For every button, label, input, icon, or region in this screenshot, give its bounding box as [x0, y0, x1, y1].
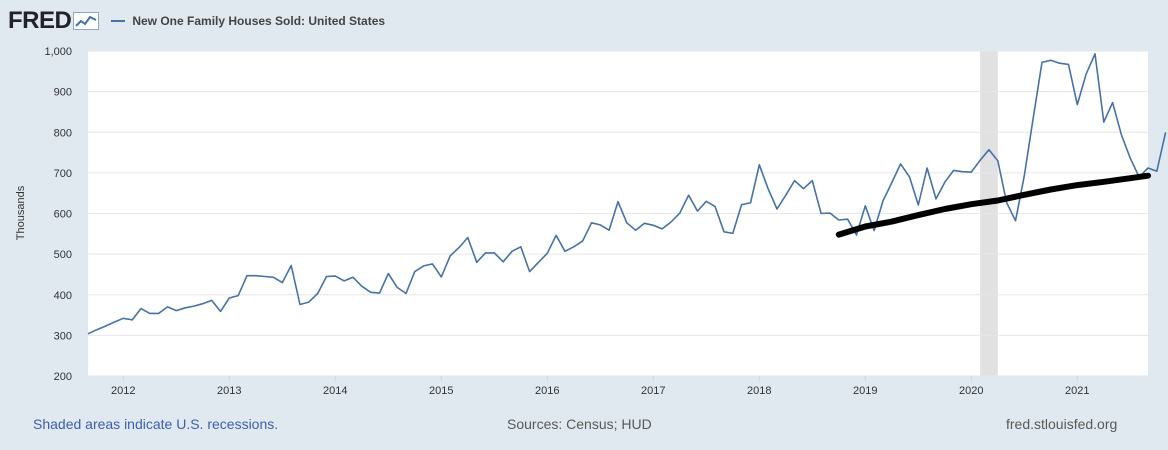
x-tick-label: 2019: [853, 385, 877, 397]
x-tick-label: 2012: [111, 385, 135, 397]
legend-line-swatch: [111, 20, 126, 22]
y-tick-label: 400: [54, 290, 72, 302]
y-tick-label: 1,000: [44, 46, 72, 58]
trend-line: [835, 172, 1151, 238]
y-axis-ticks: 200 300 400 500 600 700 800 900 1,000: [44, 46, 72, 383]
y-tick-label: 500: [54, 249, 72, 261]
gridlines: [88, 50, 1148, 377]
site-link[interactable]: fred.stlouisfed.org: [1006, 416, 1118, 432]
logo-graph-icon: [73, 12, 100, 30]
x-tick-label: 2016: [535, 385, 559, 397]
chart-header: FRED New One Family Houses Sold: United …: [8, 6, 385, 36]
fred-logo[interactable]: FRED: [8, 7, 72, 34]
sources-text: Sources: Census; HUD: [507, 416, 652, 432]
y-tick-label: 600: [54, 209, 72, 221]
x-tick-label: 2020: [959, 385, 983, 397]
houses-sold-line: [87, 52, 1167, 335]
x-tick-label: 2021: [1065, 385, 1089, 397]
legend-series-label[interactable]: New One Family Houses Sold: United State…: [132, 14, 386, 28]
x-tick-label: 2013: [217, 385, 241, 397]
y-tick-label: 200: [54, 371, 72, 383]
recession-note-link[interactable]: Shaded areas indicate U.S. recessions.: [33, 416, 279, 432]
y-axis-label: Thousands: [15, 185, 27, 240]
x-tick-label: 2018: [747, 385, 771, 397]
y-tick-label: 900: [54, 87, 72, 99]
series-lines: [87, 52, 1167, 335]
x-tick-label: 2017: [641, 385, 665, 397]
x-tick-label: 2015: [429, 385, 453, 397]
y-tick-label: 700: [54, 168, 72, 180]
y-tick-label: 300: [54, 330, 72, 342]
y-tick-label: 800: [54, 127, 72, 139]
x-axis-ticks: 2012 2013 2014 2015 2016 2017 2018 2019 2020 2021: [111, 376, 1090, 397]
x-tick-label: 2014: [323, 385, 347, 397]
